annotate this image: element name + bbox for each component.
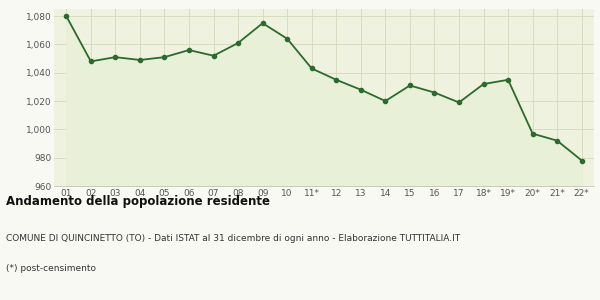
Text: Andamento della popolazione residente: Andamento della popolazione residente (6, 195, 270, 208)
Text: (*) post-censimento: (*) post-censimento (6, 264, 96, 273)
Text: COMUNE DI QUINCINETTO (TO) - Dati ISTAT al 31 dicembre di ogni anno - Elaborazio: COMUNE DI QUINCINETTO (TO) - Dati ISTAT … (6, 234, 460, 243)
